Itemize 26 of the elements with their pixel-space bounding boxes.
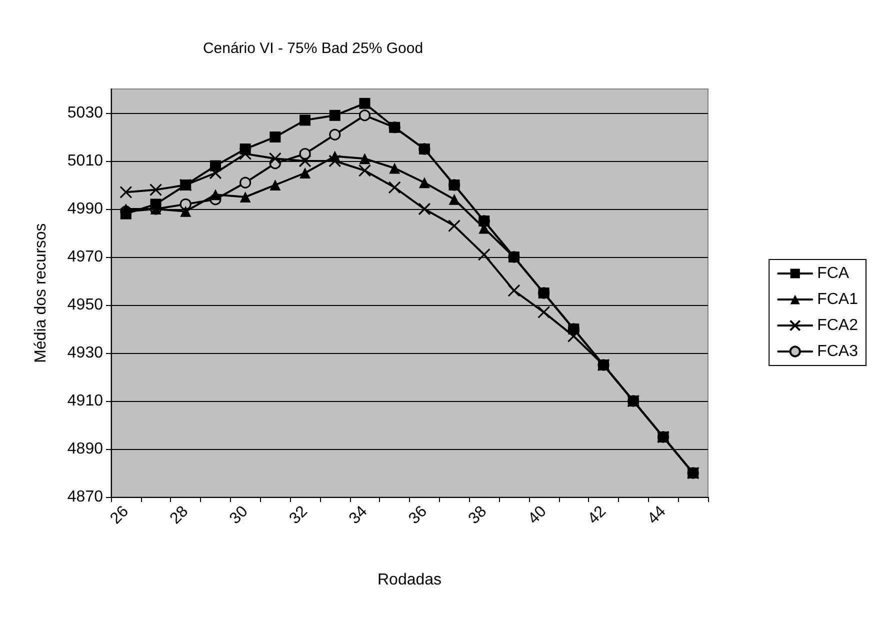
y-tick-label: 4990: [67, 200, 104, 218]
x-tick-label: 36: [406, 502, 431, 528]
y-axis-title: Média dos recursos: [32, 223, 50, 363]
y-tick-label: 4930: [67, 344, 104, 362]
y-tick-label: 4910: [67, 392, 104, 410]
x-tick-label: 42: [584, 502, 610, 528]
x-tick-label: 30: [226, 502, 252, 528]
y-tick-label: 4870: [67, 488, 104, 506]
x-tick-label: 34: [346, 502, 371, 528]
legend-label: FCA2: [817, 317, 858, 334]
y-tick-label: 4890: [67, 440, 104, 458]
y-tick-label: 4950: [67, 296, 104, 314]
x-tick-label: 40: [525, 502, 550, 528]
y-tick-label: 4970: [67, 248, 104, 266]
legend-label: FCA: [817, 265, 850, 282]
x-tick-label: 26: [107, 502, 132, 528]
x-axis-title: Rodadas: [377, 572, 442, 588]
legend-label: FCA3: [817, 343, 858, 360]
y-tick-label: 5010: [67, 152, 104, 170]
x-tick-label: 38: [466, 502, 490, 528]
x-tick-label: 32: [286, 502, 312, 528]
y-tick-label: 5030: [67, 104, 104, 122]
x-tick-label: 44: [644, 502, 670, 528]
legend-label: FCA1: [817, 291, 858, 308]
chart-title: Cenário VI - 75% Bad 25% Good: [202, 40, 424, 57]
x-tick-label: 28: [167, 502, 192, 528]
